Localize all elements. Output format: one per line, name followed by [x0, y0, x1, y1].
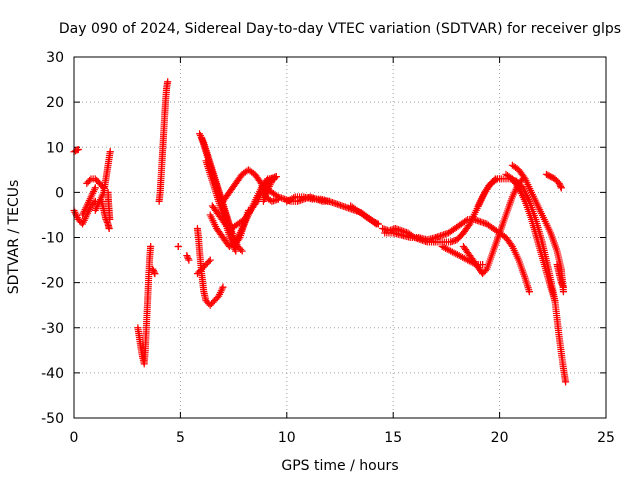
data-point-marker: [206, 256, 214, 264]
data-point-marker: [174, 243, 182, 251]
x-tick-label: 15: [384, 430, 402, 446]
series-arc-mid-single-2: [183, 252, 193, 264]
x-axis-title: GPS time / hours: [281, 458, 398, 474]
series-arc-spike-low-b: [149, 265, 159, 278]
y-tick-label: 0: [55, 185, 64, 201]
series-arc-mid-single-1: [174, 243, 182, 251]
data-point-marker: [103, 217, 111, 225]
data-point-marker: [106, 215, 114, 223]
data-point-marker: [557, 279, 565, 287]
data-point-marker: [273, 192, 281, 200]
series-arc-early-5: [79, 184, 99, 219]
data-point-marker: [559, 282, 567, 290]
x-tick-label: 10: [278, 430, 296, 446]
data-point-marker: [164, 78, 172, 86]
y-tick-label: -20: [41, 276, 64, 292]
data-point-marker: [73, 146, 81, 154]
x-tick-label: 5: [176, 430, 185, 446]
data-point-marker: [149, 267, 157, 275]
data-point-marker: [263, 176, 271, 184]
data-point-marker: [462, 217, 470, 225]
data-series: [70, 78, 570, 386]
data-point-marker: [562, 378, 570, 386]
series-arc-mid-6: [219, 166, 282, 205]
series-arc-mid-5: [198, 134, 235, 237]
data-point-marker: [185, 256, 193, 264]
data-point-marker: [184, 255, 192, 263]
data-point-marker: [86, 176, 94, 184]
data-point-marker: [558, 280, 566, 288]
series-arc-late-4: [432, 215, 533, 296]
series-arc-mid-1: [193, 224, 227, 309]
data-point-marker: [183, 252, 191, 260]
series-arc-mid-12: [283, 193, 333, 205]
series-arc-spike-high: [155, 78, 172, 205]
data-point-marker: [150, 268, 158, 276]
data-point-marker: [371, 219, 379, 227]
y-axis-title: SDTVAR / TECUs: [6, 180, 22, 295]
data-point-marker: [244, 206, 252, 214]
x-tick-label: 25: [597, 430, 615, 446]
y-tick-label: -10: [41, 231, 64, 247]
x-axis-ticks: 0 5 10 15 20 25: [70, 57, 615, 446]
data-point-marker: [555, 179, 563, 187]
plot-area-frame: [73, 56, 607, 419]
data-point-marker: [479, 261, 487, 269]
y-tick-label: -30: [41, 321, 64, 337]
x-tick-label: 0: [70, 430, 79, 446]
data-point-marker: [219, 283, 227, 291]
series-arc-early-6: [98, 197, 113, 232]
series-arc-early-7: [104, 188, 114, 223]
y-tick-label: 10: [46, 140, 64, 156]
data-point-marker: [492, 176, 500, 184]
y-tick-label: -40: [41, 366, 64, 382]
data-point-marker: [551, 297, 559, 305]
series-arc-late-9: [502, 170, 559, 305]
data-point-marker: [149, 265, 157, 273]
chart-title: Day 090 of 2024, Sidereal Day-to-day VTE…: [59, 21, 621, 37]
data-point-marker: [557, 184, 565, 192]
data-point-marker: [106, 148, 114, 156]
series-arc-mid-13: [347, 202, 380, 228]
data-point-marker: [147, 243, 155, 251]
data-point-marker: [325, 197, 333, 205]
data-point-marker: [105, 224, 113, 232]
data-point-marker: [183, 253, 191, 261]
data-point-marker: [151, 270, 159, 278]
series-arc-mid-8: [206, 175, 278, 251]
data-point-marker: [525, 288, 533, 296]
series-arc-late-10: [542, 170, 565, 192]
data-point-marker: [232, 247, 240, 255]
data-point-marker: [481, 267, 489, 275]
y-tick-label: 20: [46, 95, 64, 111]
data-point-marker: [238, 247, 246, 255]
series-arc-late-11: [553, 261, 567, 291]
x-tick-label: 20: [491, 430, 509, 446]
series-arc-late-7: [474, 175, 570, 386]
data-point-marker: [557, 182, 565, 190]
data-point-marker: [91, 184, 99, 192]
series-arc-mid-2: [193, 256, 214, 278]
series-arc-early-4: [91, 148, 114, 214]
data-point-marker: [290, 194, 298, 202]
series-arc-spike-low: [134, 243, 155, 368]
y-tick-label: -50: [41, 411, 64, 427]
data-point-marker: [559, 283, 567, 291]
data-point-marker: [470, 260, 478, 268]
series-arc-early-3: [83, 175, 108, 192]
data-point-marker: [271, 174, 279, 182]
grid-lines: [74, 57, 606, 418]
y-axis-ticks: -50 -40 -30 -20 -10 0 10 20 30: [41, 50, 606, 427]
series-arc-mid-11: [262, 184, 382, 228]
series-arc-mid-9: [230, 206, 252, 251]
series-arc-late-6: [438, 243, 487, 269]
data-point-marker: [205, 258, 213, 266]
data-point-marker: [74, 146, 82, 154]
y-tick-label: 30: [46, 50, 64, 66]
data-point-marker: [235, 235, 243, 243]
data-point-marker: [272, 173, 280, 181]
data-point-marker: [556, 181, 564, 189]
data-point-marker: [372, 220, 380, 228]
